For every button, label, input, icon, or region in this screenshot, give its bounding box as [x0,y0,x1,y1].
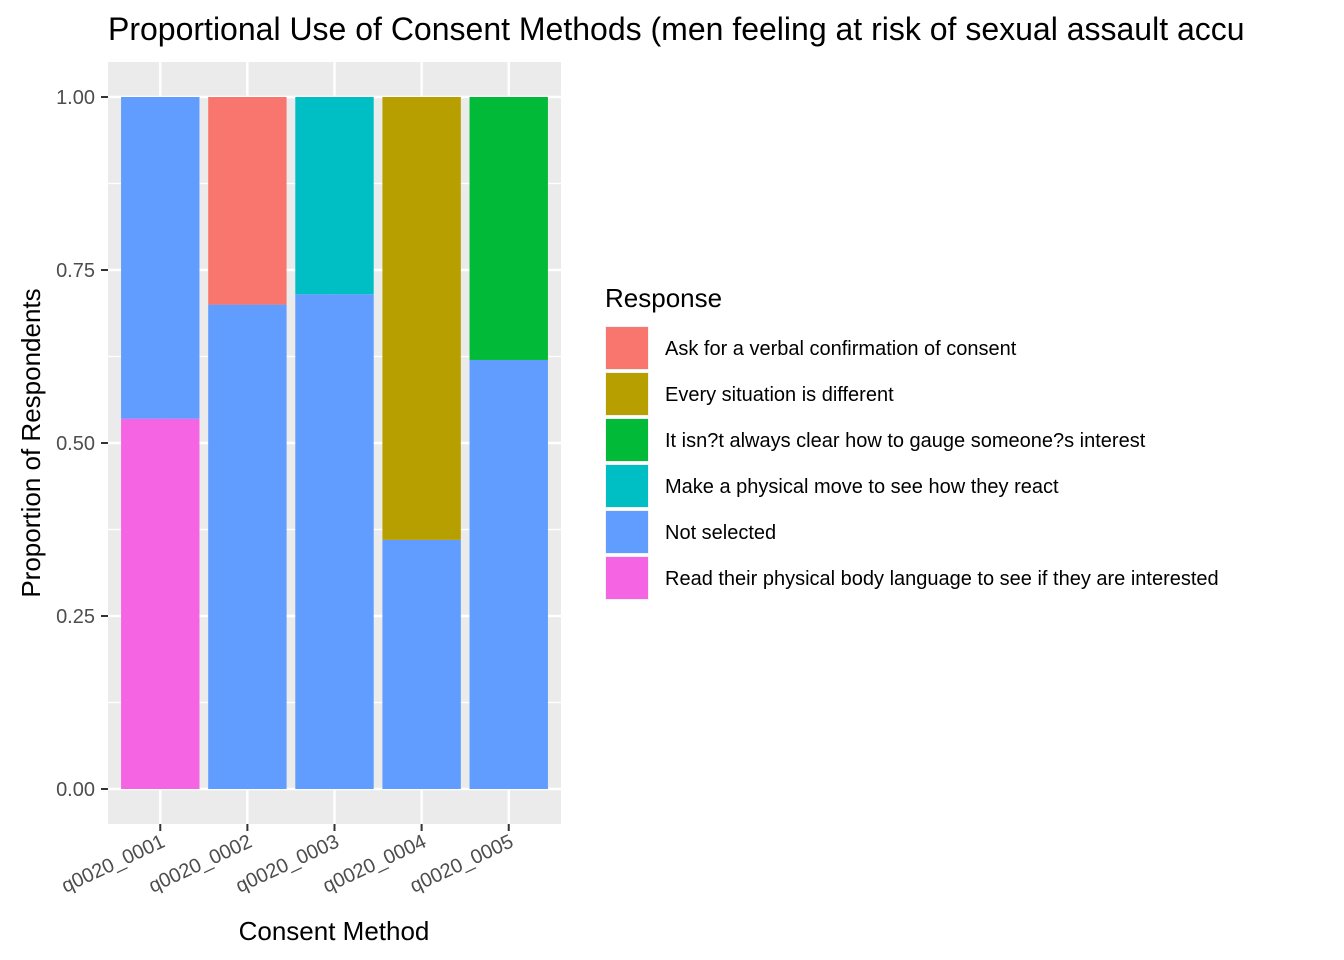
legend-swatch-fill [606,419,648,461]
legend-swatch-fill [606,511,648,553]
legend-label: Every situation is different [665,384,894,406]
y-axis-label: Proportion of Respondents [16,288,46,597]
bar-segment [295,294,374,789]
chart-title: Proportional Use of Consent Methods (men… [108,11,1245,47]
y-tick-label: 0.50 [56,433,95,455]
legend-label: Make a physical move to see how they rea… [665,476,1059,498]
bar-segment [469,359,548,789]
legend: Response Ask for a verbal confirmation o… [605,283,1219,600]
legend-swatch-fill [606,557,648,599]
bar-segment [469,97,548,360]
bar-segment [208,97,287,305]
legend-swatch-fill [606,327,648,369]
legend-swatch-fill [606,465,648,507]
legend-swatch-fill [606,373,648,415]
bar-segment [382,539,461,789]
bar-segment [121,97,200,419]
x-axis: q0020_0001q0020_0002q0020_0003q0020_0004… [58,824,517,898]
bar-segment [121,418,200,789]
bar-segment [295,97,374,295]
legend-title: Response [605,283,722,313]
bar-segment [382,97,461,540]
y-tick-label: 0.00 [56,779,95,801]
x-axis-label: Consent Method [239,916,430,946]
bar-segment [208,304,287,789]
y-tick-label: 0.25 [56,606,95,628]
y-tick-label: 1.00 [56,87,95,109]
legend-label: Ask for a verbal confirmation of consent [665,338,1017,360]
y-axis: 0.00 0.25 0.50 0.75 1.00 [56,87,108,801]
y-tick-label: 0.75 [56,260,95,282]
legend-label: Read their physical body language to see… [665,568,1219,590]
legend-label: It isn?t always clear how to gauge someo… [665,430,1146,452]
legend-label: Not selected [665,522,776,544]
bars [121,97,548,789]
